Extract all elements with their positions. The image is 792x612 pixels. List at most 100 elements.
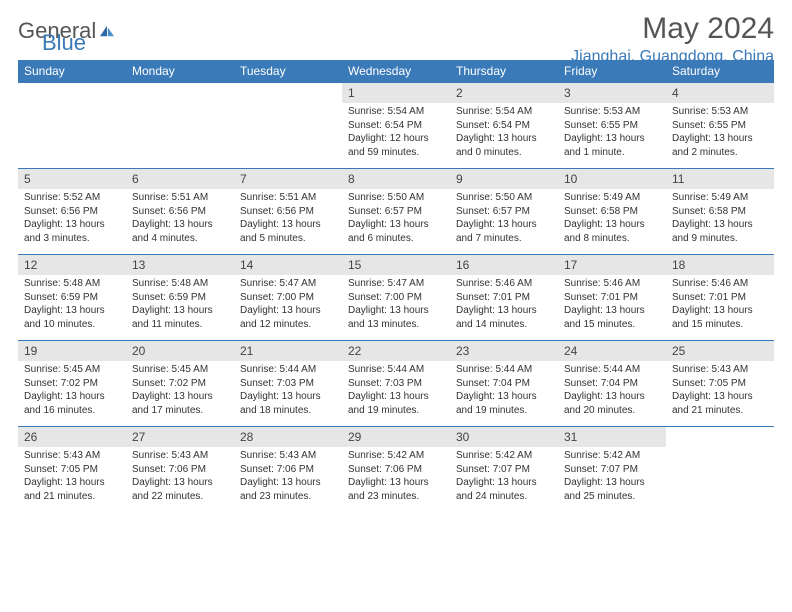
day-content: Sunrise: 5:48 AMSunset: 6:59 PMDaylight:… bbox=[18, 275, 126, 335]
calendar-cell: 9Sunrise: 5:50 AMSunset: 6:57 PMDaylight… bbox=[450, 169, 558, 255]
day-number: 18 bbox=[666, 255, 774, 275]
logo-text-2: Blue bbox=[42, 30, 86, 55]
day-content: Sunrise: 5:42 AMSunset: 7:06 PMDaylight:… bbox=[342, 447, 450, 507]
day-number: 19 bbox=[18, 341, 126, 361]
day-number: 14 bbox=[234, 255, 342, 275]
day-number: 12 bbox=[18, 255, 126, 275]
calendar-cell: 28Sunrise: 5:43 AMSunset: 7:06 PMDayligh… bbox=[234, 427, 342, 513]
calendar-cell: 24Sunrise: 5:44 AMSunset: 7:04 PMDayligh… bbox=[558, 341, 666, 427]
day-content: Sunrise: 5:53 AMSunset: 6:55 PMDaylight:… bbox=[666, 103, 774, 163]
calendar-week: 12Sunrise: 5:48 AMSunset: 6:59 PMDayligh… bbox=[18, 255, 774, 341]
calendar-cell: 19Sunrise: 5:45 AMSunset: 7:02 PMDayligh… bbox=[18, 341, 126, 427]
day-number: 31 bbox=[558, 427, 666, 447]
calendar-cell: 17Sunrise: 5:46 AMSunset: 7:01 PMDayligh… bbox=[558, 255, 666, 341]
calendar-cell bbox=[126, 83, 234, 169]
calendar-cell: 13Sunrise: 5:48 AMSunset: 6:59 PMDayligh… bbox=[126, 255, 234, 341]
day-number: 27 bbox=[126, 427, 234, 447]
calendar-cell: 6Sunrise: 5:51 AMSunset: 6:56 PMDaylight… bbox=[126, 169, 234, 255]
calendar-cell: 26Sunrise: 5:43 AMSunset: 7:05 PMDayligh… bbox=[18, 427, 126, 513]
calendar-cell: 23Sunrise: 5:44 AMSunset: 7:04 PMDayligh… bbox=[450, 341, 558, 427]
day-content: Sunrise: 5:53 AMSunset: 6:55 PMDaylight:… bbox=[558, 103, 666, 163]
calendar-cell: 30Sunrise: 5:42 AMSunset: 7:07 PMDayligh… bbox=[450, 427, 558, 513]
day-number: 21 bbox=[234, 341, 342, 361]
day-content: Sunrise: 5:48 AMSunset: 6:59 PMDaylight:… bbox=[126, 275, 234, 335]
calendar-cell bbox=[234, 83, 342, 169]
day-content: Sunrise: 5:54 AMSunset: 6:54 PMDaylight:… bbox=[450, 103, 558, 163]
day-number: 29 bbox=[342, 427, 450, 447]
day-content: Sunrise: 5:44 AMSunset: 7:03 PMDaylight:… bbox=[342, 361, 450, 421]
calendar-week: 19Sunrise: 5:45 AMSunset: 7:02 PMDayligh… bbox=[18, 341, 774, 427]
day-content: Sunrise: 5:43 AMSunset: 7:05 PMDaylight:… bbox=[18, 447, 126, 507]
day-number: 10 bbox=[558, 169, 666, 189]
weekday-header: Sunday bbox=[18, 60, 126, 83]
day-content: Sunrise: 5:50 AMSunset: 6:57 PMDaylight:… bbox=[342, 189, 450, 249]
calendar-week: 26Sunrise: 5:43 AMSunset: 7:05 PMDayligh… bbox=[18, 427, 774, 513]
calendar-cell: 20Sunrise: 5:45 AMSunset: 7:02 PMDayligh… bbox=[126, 341, 234, 427]
day-number: 24 bbox=[558, 341, 666, 361]
calendar-cell: 7Sunrise: 5:51 AMSunset: 6:56 PMDaylight… bbox=[234, 169, 342, 255]
day-number: 17 bbox=[558, 255, 666, 275]
calendar-cell: 5Sunrise: 5:52 AMSunset: 6:56 PMDaylight… bbox=[18, 169, 126, 255]
calendar-cell: 8Sunrise: 5:50 AMSunset: 6:57 PMDaylight… bbox=[342, 169, 450, 255]
calendar-cell: 15Sunrise: 5:47 AMSunset: 7:00 PMDayligh… bbox=[342, 255, 450, 341]
day-content: Sunrise: 5:42 AMSunset: 7:07 PMDaylight:… bbox=[558, 447, 666, 507]
day-number: 5 bbox=[18, 169, 126, 189]
calendar-cell: 4Sunrise: 5:53 AMSunset: 6:55 PMDaylight… bbox=[666, 83, 774, 169]
day-number: 6 bbox=[126, 169, 234, 189]
day-content: Sunrise: 5:51 AMSunset: 6:56 PMDaylight:… bbox=[234, 189, 342, 249]
weekday-header: Monday bbox=[126, 60, 234, 83]
day-content: Sunrise: 5:42 AMSunset: 7:07 PMDaylight:… bbox=[450, 447, 558, 507]
day-content: Sunrise: 5:44 AMSunset: 7:04 PMDaylight:… bbox=[450, 361, 558, 421]
day-number: 9 bbox=[450, 169, 558, 189]
weekday-header: Thursday bbox=[450, 60, 558, 83]
calendar-cell: 18Sunrise: 5:46 AMSunset: 7:01 PMDayligh… bbox=[666, 255, 774, 341]
day-number: 23 bbox=[450, 341, 558, 361]
calendar-cell: 11Sunrise: 5:49 AMSunset: 6:58 PMDayligh… bbox=[666, 169, 774, 255]
day-content: Sunrise: 5:52 AMSunset: 6:56 PMDaylight:… bbox=[18, 189, 126, 249]
day-number: 2 bbox=[450, 83, 558, 103]
day-number: 1 bbox=[342, 83, 450, 103]
calendar-cell: 22Sunrise: 5:44 AMSunset: 7:03 PMDayligh… bbox=[342, 341, 450, 427]
calendar-cell: 3Sunrise: 5:53 AMSunset: 6:55 PMDaylight… bbox=[558, 83, 666, 169]
calendar-cell bbox=[18, 83, 126, 169]
day-content: Sunrise: 5:54 AMSunset: 6:54 PMDaylight:… bbox=[342, 103, 450, 163]
day-number: 26 bbox=[18, 427, 126, 447]
day-number: 30 bbox=[450, 427, 558, 447]
day-number: 28 bbox=[234, 427, 342, 447]
calendar-cell: 31Sunrise: 5:42 AMSunset: 7:07 PMDayligh… bbox=[558, 427, 666, 513]
day-content: Sunrise: 5:50 AMSunset: 6:57 PMDaylight:… bbox=[450, 189, 558, 249]
day-content: Sunrise: 5:45 AMSunset: 7:02 PMDaylight:… bbox=[18, 361, 126, 421]
calendar-table: SundayMondayTuesdayWednesdayThursdayFrid… bbox=[18, 60, 774, 513]
sail-icon bbox=[98, 24, 116, 38]
day-number: 22 bbox=[342, 341, 450, 361]
day-content: Sunrise: 5:43 AMSunset: 7:05 PMDaylight:… bbox=[666, 361, 774, 421]
weekday-header: Wednesday bbox=[342, 60, 450, 83]
title-block: May 2024 Jianghai, Guangdong, China bbox=[571, 12, 774, 66]
day-number: 3 bbox=[558, 83, 666, 103]
day-number: 15 bbox=[342, 255, 450, 275]
calendar-cell: 14Sunrise: 5:47 AMSunset: 7:00 PMDayligh… bbox=[234, 255, 342, 341]
calendar-cell bbox=[666, 427, 774, 513]
calendar-cell: 16Sunrise: 5:46 AMSunset: 7:01 PMDayligh… bbox=[450, 255, 558, 341]
calendar-cell: 2Sunrise: 5:54 AMSunset: 6:54 PMDaylight… bbox=[450, 83, 558, 169]
day-content: Sunrise: 5:46 AMSunset: 7:01 PMDaylight:… bbox=[666, 275, 774, 335]
calendar-cell: 12Sunrise: 5:48 AMSunset: 6:59 PMDayligh… bbox=[18, 255, 126, 341]
day-content: Sunrise: 5:43 AMSunset: 7:06 PMDaylight:… bbox=[126, 447, 234, 507]
day-content: Sunrise: 5:49 AMSunset: 6:58 PMDaylight:… bbox=[558, 189, 666, 249]
calendar-body: 1Sunrise: 5:54 AMSunset: 6:54 PMDaylight… bbox=[18, 83, 774, 513]
calendar-week: 1Sunrise: 5:54 AMSunset: 6:54 PMDaylight… bbox=[18, 83, 774, 169]
day-number: 4 bbox=[666, 83, 774, 103]
day-content: Sunrise: 5:49 AMSunset: 6:58 PMDaylight:… bbox=[666, 189, 774, 249]
calendar-cell: 25Sunrise: 5:43 AMSunset: 7:05 PMDayligh… bbox=[666, 341, 774, 427]
weekday-header: Tuesday bbox=[234, 60, 342, 83]
day-content: Sunrise: 5:44 AMSunset: 7:03 PMDaylight:… bbox=[234, 361, 342, 421]
day-number: 7 bbox=[234, 169, 342, 189]
day-content: Sunrise: 5:46 AMSunset: 7:01 PMDaylight:… bbox=[558, 275, 666, 335]
calendar-cell: 21Sunrise: 5:44 AMSunset: 7:03 PMDayligh… bbox=[234, 341, 342, 427]
day-content: Sunrise: 5:45 AMSunset: 7:02 PMDaylight:… bbox=[126, 361, 234, 421]
calendar-cell: 29Sunrise: 5:42 AMSunset: 7:06 PMDayligh… bbox=[342, 427, 450, 513]
month-title: May 2024 bbox=[571, 12, 774, 46]
calendar-week: 5Sunrise: 5:52 AMSunset: 6:56 PMDaylight… bbox=[18, 169, 774, 255]
day-number: 8 bbox=[342, 169, 450, 189]
day-content: Sunrise: 5:44 AMSunset: 7:04 PMDaylight:… bbox=[558, 361, 666, 421]
